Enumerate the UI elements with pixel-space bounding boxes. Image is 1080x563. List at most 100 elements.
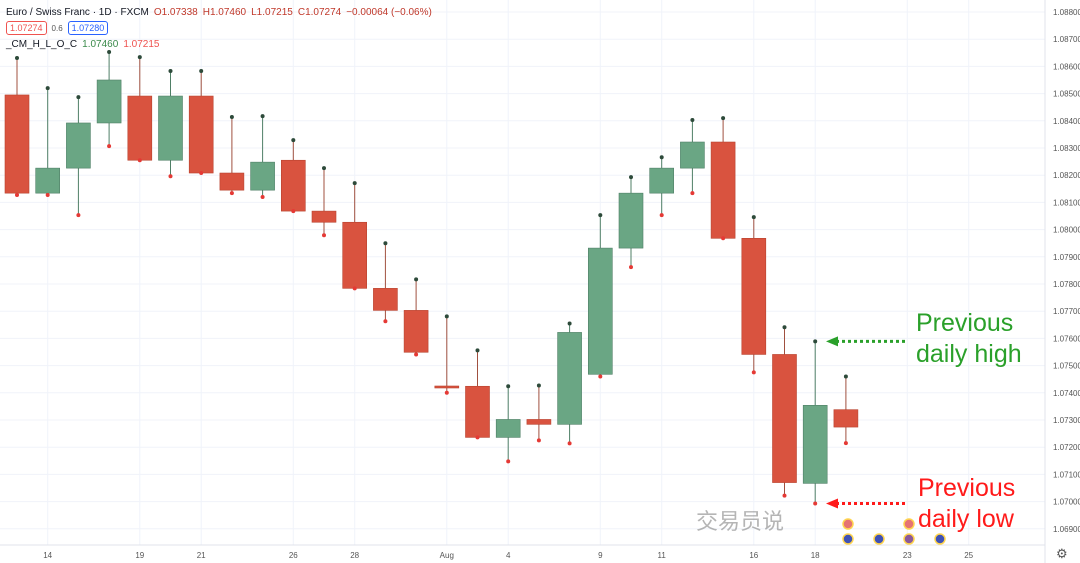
candle-body bbox=[557, 332, 582, 425]
ohlc-close: C1.07274 bbox=[297, 6, 342, 18]
arrow-left-icon bbox=[826, 498, 838, 509]
candle-body bbox=[434, 385, 460, 389]
candle bbox=[587, 213, 613, 379]
candle-body bbox=[833, 409, 859, 428]
high-marker bbox=[506, 384, 511, 389]
previous-daily-low-annotation: Previous daily low bbox=[918, 473, 1015, 535]
x-tick-label: 18 bbox=[811, 551, 820, 560]
annotation-line: daily high bbox=[916, 340, 1022, 368]
high-marker bbox=[721, 116, 726, 121]
annotation-line: Previous bbox=[918, 474, 1016, 502]
x-tick-label: 14 bbox=[43, 551, 52, 560]
candle-body bbox=[802, 405, 828, 484]
high-marker bbox=[659, 155, 664, 160]
low-marker bbox=[168, 174, 173, 179]
candle bbox=[495, 384, 521, 464]
y-tick-label: 1.07900 bbox=[1053, 253, 1080, 262]
low-marker bbox=[15, 193, 19, 198]
low-marker bbox=[475, 435, 480, 440]
y-tick-label: 1.07100 bbox=[1053, 470, 1080, 479]
low-marker bbox=[229, 191, 234, 196]
candle bbox=[373, 241, 398, 324]
low-marker bbox=[107, 144, 112, 149]
y-tick-label: 1.08000 bbox=[1053, 226, 1080, 235]
high-marker bbox=[45, 86, 50, 91]
y-tick-label: 1.08500 bbox=[1053, 90, 1080, 99]
candle bbox=[342, 181, 368, 291]
low-marker bbox=[813, 501, 818, 506]
candle bbox=[710, 116, 736, 241]
high-marker bbox=[383, 241, 388, 246]
low-marker bbox=[751, 370, 756, 375]
y-tick-label: 1.07300 bbox=[1053, 416, 1080, 425]
candle-body bbox=[96, 79, 122, 124]
candle bbox=[35, 86, 61, 198]
x-tick-label: 28 bbox=[350, 551, 359, 560]
candle-body bbox=[35, 167, 61, 194]
low-marker bbox=[506, 459, 511, 464]
low-marker bbox=[45, 193, 50, 198]
indicator-high: 1.07460 bbox=[82, 38, 119, 50]
high-marker bbox=[444, 314, 449, 319]
high-marker bbox=[229, 114, 234, 119]
high-marker bbox=[536, 383, 541, 388]
buy-button[interactable]: 1.07280 bbox=[67, 21, 109, 35]
y-tick-label: 1.08100 bbox=[1053, 198, 1080, 207]
low-marker bbox=[843, 441, 848, 446]
high-marker bbox=[322, 166, 326, 171]
candle-body bbox=[311, 210, 337, 223]
arrow-left-icon bbox=[826, 336, 838, 347]
high-marker bbox=[168, 69, 173, 74]
candle-body bbox=[4, 94, 30, 194]
ohlc-change: −0.00064 (−0.06%) bbox=[346, 6, 432, 18]
y-tick-label: 1.06900 bbox=[1053, 525, 1080, 534]
candle bbox=[96, 49, 122, 149]
high-marker bbox=[751, 215, 756, 220]
candle-body bbox=[188, 95, 214, 174]
high-marker bbox=[352, 181, 357, 186]
candle bbox=[311, 166, 337, 238]
x-tick-label: 19 bbox=[135, 551, 144, 560]
symbol-title[interactable]: Euro / Swiss Franc · 1D · FXCM bbox=[6, 6, 149, 18]
y-tick-label: 1.07000 bbox=[1053, 498, 1080, 507]
event-marker bbox=[903, 518, 915, 530]
x-tick-label: 21 bbox=[197, 551, 206, 560]
candle-body bbox=[649, 167, 675, 194]
high-marker bbox=[291, 138, 296, 143]
high-marker bbox=[15, 55, 19, 60]
candle-body bbox=[219, 172, 245, 191]
candle-body bbox=[618, 192, 644, 249]
y-tick-label: 1.08200 bbox=[1053, 171, 1080, 180]
y-tick-label: 1.08700 bbox=[1053, 35, 1080, 44]
candle bbox=[280, 138, 306, 214]
low-marker bbox=[352, 286, 357, 291]
low-marker bbox=[567, 441, 572, 446]
candle bbox=[526, 383, 552, 443]
ohlc-low: L1.07215 bbox=[251, 6, 293, 18]
low-marker bbox=[137, 158, 142, 163]
candle bbox=[127, 55, 153, 163]
indicator-name[interactable]: _CM_H_L_O_C bbox=[6, 38, 78, 50]
y-tick-label: 1.08400 bbox=[1053, 117, 1080, 126]
candle bbox=[772, 325, 797, 498]
y-tick-label: 1.08300 bbox=[1053, 144, 1080, 153]
low-marker bbox=[444, 390, 449, 395]
candle-body bbox=[250, 161, 275, 191]
event-marker bbox=[873, 533, 885, 545]
gear-icon[interactable]: ⚙ bbox=[1056, 546, 1068, 561]
sell-button[interactable]: 1.07274 bbox=[6, 21, 47, 35]
event-marker bbox=[934, 533, 946, 545]
x-tick-label: 23 bbox=[903, 551, 912, 560]
x-tick-label: Aug bbox=[440, 551, 454, 560]
candle-body bbox=[465, 385, 490, 438]
annotation-line: daily low bbox=[918, 505, 1014, 533]
x-tick-label: 9 bbox=[598, 551, 603, 560]
high-marker bbox=[629, 175, 633, 180]
previous-daily-high-annotation: Previous daily high bbox=[916, 308, 1022, 370]
event-marker bbox=[842, 533, 854, 545]
candle-body bbox=[342, 221, 368, 289]
high-marker bbox=[813, 339, 818, 344]
candle bbox=[557, 321, 582, 446]
low-marker bbox=[659, 213, 664, 218]
